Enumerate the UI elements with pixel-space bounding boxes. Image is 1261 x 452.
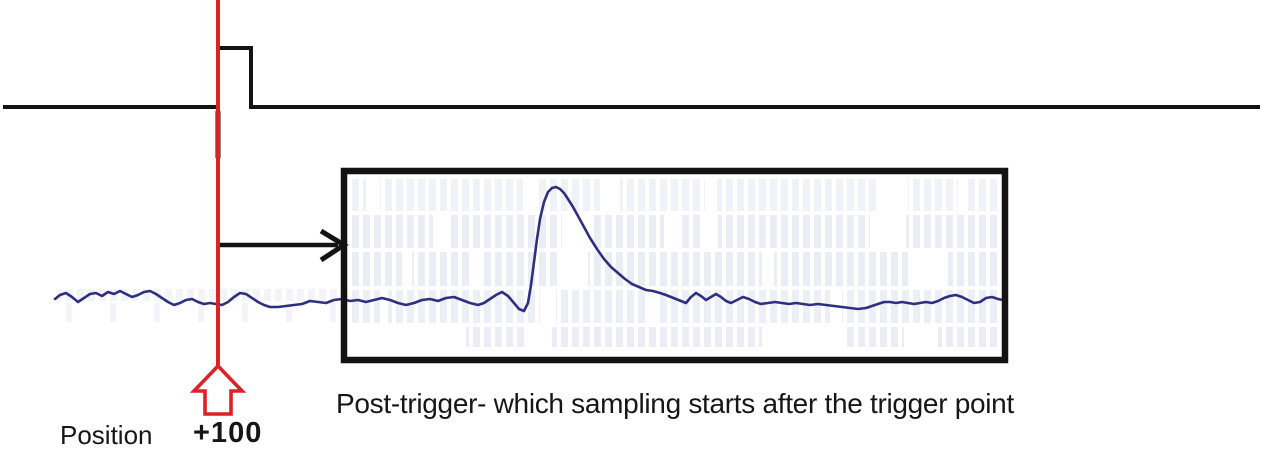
faded-display-pattern bbox=[348, 179, 1000, 347]
post-trigger-delay-arrow bbox=[220, 228, 349, 263]
trigger-pulse bbox=[216, 46, 1260, 109]
caption-text: Post-trigger- which sampling starts afte… bbox=[336, 388, 1014, 419]
trigger-offset-value: +100 bbox=[193, 417, 263, 449]
right-arrowhead-icon bbox=[319, 228, 349, 263]
faded-display-pattern-left bbox=[56, 289, 340, 322]
acquisition-window-box bbox=[340, 167, 1009, 364]
position-label: Position bbox=[60, 420, 153, 450]
sampled-waveform bbox=[53, 185, 1005, 313]
position-up-arrow-icon bbox=[189, 363, 247, 416]
